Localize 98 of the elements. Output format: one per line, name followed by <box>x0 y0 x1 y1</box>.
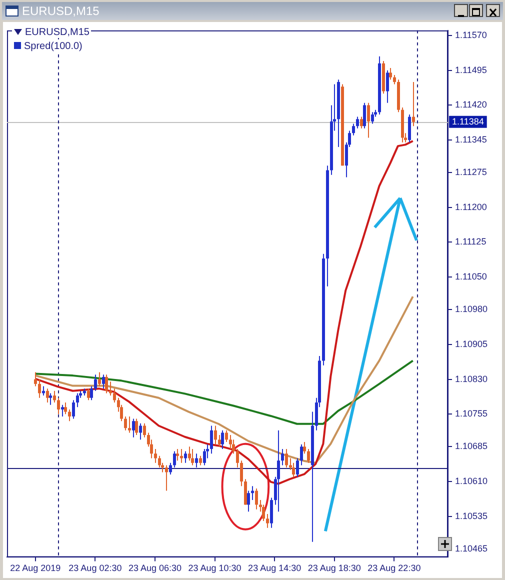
candlestick <box>90 386 93 401</box>
candlestick <box>389 68 392 80</box>
x-tick-label: 23 Aug 18:30 <box>308 563 361 574</box>
candlestick <box>128 416 131 434</box>
y-tick-label: 1.10755 <box>455 408 488 419</box>
candlestick <box>173 450 176 468</box>
candlestick <box>262 504 265 522</box>
candlestick <box>176 448 179 462</box>
candlestick <box>393 74 396 85</box>
candlestick <box>244 478 247 506</box>
candlestick <box>113 388 116 404</box>
candlestick <box>191 448 194 466</box>
chart-title: EURUSD,M15 <box>22 4 100 18</box>
candlestick <box>124 416 127 431</box>
candlestick <box>232 439 235 454</box>
candlestick <box>247 490 250 512</box>
candlestick <box>386 70 389 104</box>
candlestick <box>195 453 198 468</box>
candlestick <box>277 430 280 512</box>
x-tick-label: 23 Aug 10:30 <box>188 563 242 574</box>
y-tick-label: 1.10830 <box>455 374 488 384</box>
candlestick <box>72 400 75 420</box>
candlestick <box>214 425 217 445</box>
candlestick <box>360 116 363 129</box>
candlestick <box>64 402 67 415</box>
y-tick-label: 1.11495 <box>455 64 487 75</box>
x-tick-label: 23 Aug 22:30 <box>368 563 421 574</box>
candlestick <box>87 388 90 401</box>
y-tick-label: 1.11050 <box>455 272 487 282</box>
candlestick <box>46 388 49 404</box>
candlestick <box>412 81 415 127</box>
candlestick <box>356 116 359 129</box>
y-tick-label: 1.11125 <box>455 236 486 247</box>
candlestick <box>203 448 206 466</box>
ref-line-label: 1.11384 <box>452 116 484 126</box>
candlestick <box>105 374 108 394</box>
y-tick-label: 1.10465 <box>455 543 488 554</box>
candlestick <box>229 434 232 450</box>
candlestick <box>57 397 60 415</box>
candlestick <box>180 448 183 464</box>
candlestick <box>188 446 191 462</box>
candlestick <box>292 462 295 478</box>
x-tick-label: 23 Aug 06:30 <box>128 563 182 574</box>
candlestick <box>53 390 56 404</box>
x-tick-label: 23 Aug 14:30 <box>248 563 302 574</box>
candlestick <box>285 448 288 468</box>
candlestick <box>143 422 146 438</box>
y-tick-label: 1.10905 <box>455 338 488 349</box>
candlestick <box>296 458 299 478</box>
candlestick <box>218 434 221 448</box>
candlestick <box>363 102 366 129</box>
candlestick <box>270 497 273 528</box>
candlestick <box>94 374 97 392</box>
chart-title: EURUSD,M15 <box>25 27 90 38</box>
x-tick-label: 22 Aug 2019 <box>10 563 61 574</box>
y-tick-label: 1.10685 <box>455 441 488 452</box>
candlestick <box>158 455 161 468</box>
candlestick <box>300 444 303 466</box>
candlestick <box>255 488 258 510</box>
text: Spred(100.0) <box>24 41 82 52</box>
y-tick-label: 1.11570 <box>455 30 487 40</box>
candlestick <box>154 448 157 464</box>
candlestick <box>371 112 374 124</box>
candlestick <box>307 448 310 464</box>
candlestick <box>199 455 202 466</box>
candlestick <box>34 372 37 387</box>
candlestick <box>221 430 224 450</box>
candlestick <box>281 448 284 466</box>
candlestick <box>236 448 239 468</box>
candlestick <box>49 392 52 406</box>
y-tick-label: 1.10535 <box>455 510 488 521</box>
candlestick <box>135 418 138 436</box>
y-tick-label: 1.10980 <box>455 304 488 314</box>
candlestick <box>139 422 142 440</box>
candlestick <box>408 114 411 143</box>
candlestick <box>266 513 269 528</box>
candlestick <box>303 441 306 454</box>
candlestick <box>76 392 79 408</box>
candlestick <box>165 464 168 492</box>
candlestick <box>184 450 187 464</box>
y-tick-label: 1.11200 <box>455 202 487 212</box>
candlestick <box>225 430 228 442</box>
candlestick <box>68 408 71 422</box>
candlestick <box>61 404 64 417</box>
candlestick <box>352 123 355 136</box>
x-tick-label: 23 Aug 02:30 <box>68 563 122 574</box>
y-tick-label: 1.11275 <box>455 167 487 178</box>
candlestick <box>98 372 101 387</box>
y-tick-label: 1.11345 <box>455 134 487 145</box>
candlestick <box>132 418 135 438</box>
candlestick <box>210 425 213 454</box>
candlestick <box>240 460 243 487</box>
y-tick-label: 1.11420 <box>455 100 487 110</box>
candlestick <box>169 462 172 476</box>
y-tick-label: 1.10610 <box>455 476 488 486</box>
candlestick <box>367 102 370 138</box>
candlestick <box>102 374 105 390</box>
candlestick <box>38 378 41 398</box>
